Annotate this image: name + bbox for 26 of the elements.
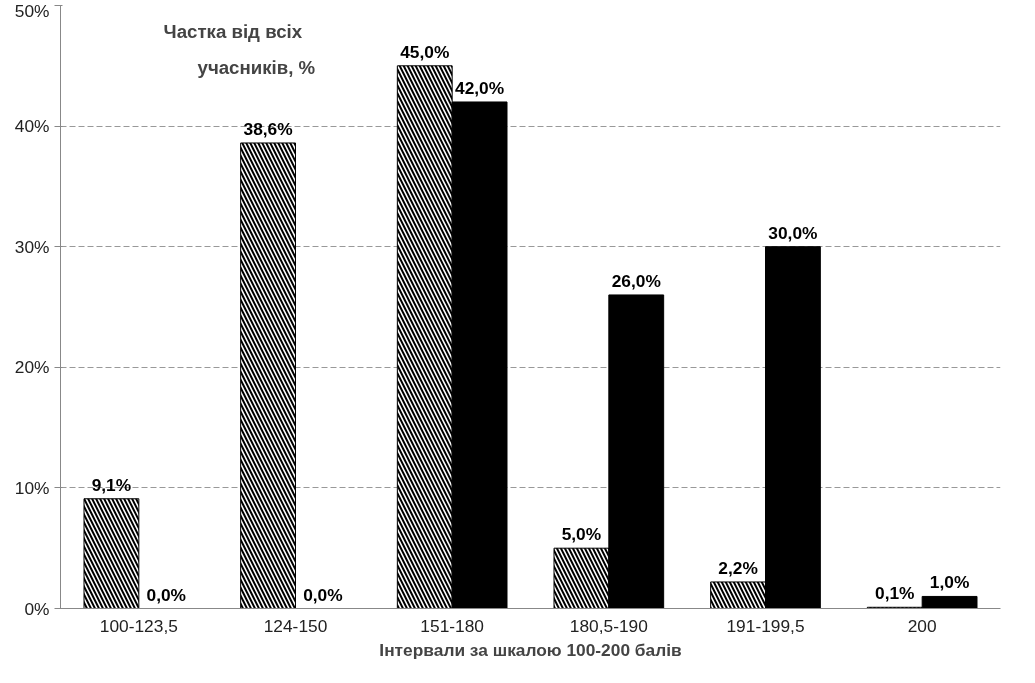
y-tick-label: 20% (14, 357, 50, 378)
x-tick-label: 180,5-190 (569, 615, 648, 636)
y-axis-title: Частка від всіх учасників, % (163, 20, 316, 78)
data-label: 42,0% (455, 77, 505, 98)
y-tick-label: 30% (14, 236, 50, 257)
data-label: 9,1% (91, 474, 132, 495)
data-label: 1,0% (929, 572, 970, 593)
y-tick-label: 40% (14, 116, 50, 137)
data-label: 30,0% (768, 222, 818, 243)
data-label: 2,2% (718, 557, 758, 578)
data-label: 45,0% (400, 41, 450, 62)
x-tick-label: 151-180 (420, 615, 484, 636)
x-axis-title: Інтервали за шкалою 100-200 балів (379, 639, 682, 660)
x-tick-label: 191-199,5 (726, 615, 805, 636)
x-tick-label: 100-123,5 (99, 615, 178, 636)
data-label: 38,6% (243, 118, 293, 139)
data-label: 0,0% (146, 584, 186, 605)
y-tick-label: 10% (14, 477, 50, 498)
x-tick-label: 200 (907, 615, 937, 636)
data-label: 26,0% (611, 270, 661, 291)
data-label: 0,1% (875, 583, 915, 604)
y-tick-label: 0% (24, 598, 50, 619)
data-label: 0,0% (303, 584, 343, 605)
y-tick-label: 50% (14, 0, 50, 21)
x-tick-label: 124-150 (263, 615, 328, 636)
data-label: 5,0% (561, 524, 602, 545)
